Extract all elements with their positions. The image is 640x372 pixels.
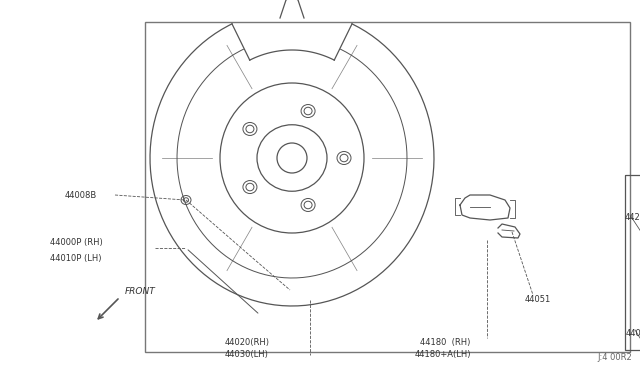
Text: 44030(LH): 44030(LH) <box>225 350 269 359</box>
Bar <box>145 22 630 352</box>
Text: 44180  (RH): 44180 (RH) <box>420 337 470 346</box>
Text: 44051: 44051 <box>525 295 551 305</box>
Text: 44008B: 44008B <box>65 190 97 199</box>
Text: J:4 00R2: J:4 00R2 <box>597 353 632 362</box>
Text: 44090: 44090 <box>626 328 640 337</box>
Bar <box>625 175 640 350</box>
Text: 44200: 44200 <box>625 214 640 222</box>
Text: FRONT: FRONT <box>125 288 156 296</box>
Text: 44000P (RH): 44000P (RH) <box>50 237 103 247</box>
Text: 44180+A(LH): 44180+A(LH) <box>415 350 472 359</box>
Text: 44020(RH): 44020(RH) <box>225 337 270 346</box>
Text: 44010P (LH): 44010P (LH) <box>50 253 102 263</box>
